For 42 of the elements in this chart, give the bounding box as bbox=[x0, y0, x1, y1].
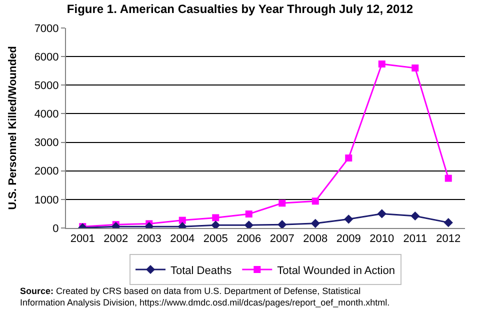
y-tick-label: 2000 bbox=[34, 166, 59, 178]
x-tick-label: 2003 bbox=[136, 233, 162, 246]
x-tick-label: 2001 bbox=[70, 233, 95, 246]
y-tick-label: 6000 bbox=[34, 51, 59, 64]
y-tick-label: 3000 bbox=[34, 137, 59, 150]
y-tick-label: 5000 bbox=[34, 80, 59, 92]
point bbox=[211, 220, 220, 228]
point bbox=[444, 218, 453, 228]
point bbox=[310, 218, 320, 228]
point bbox=[212, 214, 220, 222]
point bbox=[345, 154, 352, 162]
point bbox=[444, 174, 452, 182]
x-tick-label: 2007 bbox=[270, 233, 294, 246]
source-note: Source: Created by CRS based on data from U.S. Department of Defense, Statistical Information Analysis Division, https://www.dmdc.osd.mil/dcas/pages/report_oef_month.xhtml. bbox=[20, 286, 390, 308]
point bbox=[410, 211, 420, 221]
legend-label: Total Deaths bbox=[170, 264, 232, 277]
point bbox=[278, 220, 287, 228]
x-tick-label: 2002 bbox=[104, 233, 128, 246]
x-tick-label: 2010 bbox=[370, 233, 394, 246]
point bbox=[344, 214, 354, 224]
x-tick-label: 2011 bbox=[403, 233, 427, 246]
x-tick-label: 2004 bbox=[170, 233, 195, 246]
y-tick-label: 0 bbox=[52, 222, 59, 235]
x-tick-label: 2005 bbox=[203, 233, 228, 246]
point bbox=[312, 198, 319, 205]
point bbox=[378, 60, 386, 68]
x-tick-label: 2006 bbox=[236, 233, 262, 246]
point bbox=[278, 200, 286, 207]
y-axis-title: U.S. Personnel Killed/Wounded bbox=[6, 46, 19, 210]
point bbox=[377, 209, 386, 218]
chart-title: Figure 1. American Casualties by Year Through July 12, 2012 bbox=[66, 2, 414, 16]
y-tick-label: 7000 bbox=[34, 22, 59, 35]
point bbox=[244, 220, 254, 228]
x-tick-label: 2012 bbox=[436, 233, 461, 246]
legend-label: Total Wounded in Action bbox=[277, 264, 395, 277]
y-tick-label: 1000 bbox=[34, 194, 59, 206]
point bbox=[245, 210, 252, 218]
x-tick-label: 2009 bbox=[336, 233, 361, 246]
x-tick-label: 2008 bbox=[303, 233, 328, 246]
y-tick-label: 4000 bbox=[34, 108, 59, 121]
point bbox=[412, 64, 419, 72]
point bbox=[178, 216, 186, 224]
